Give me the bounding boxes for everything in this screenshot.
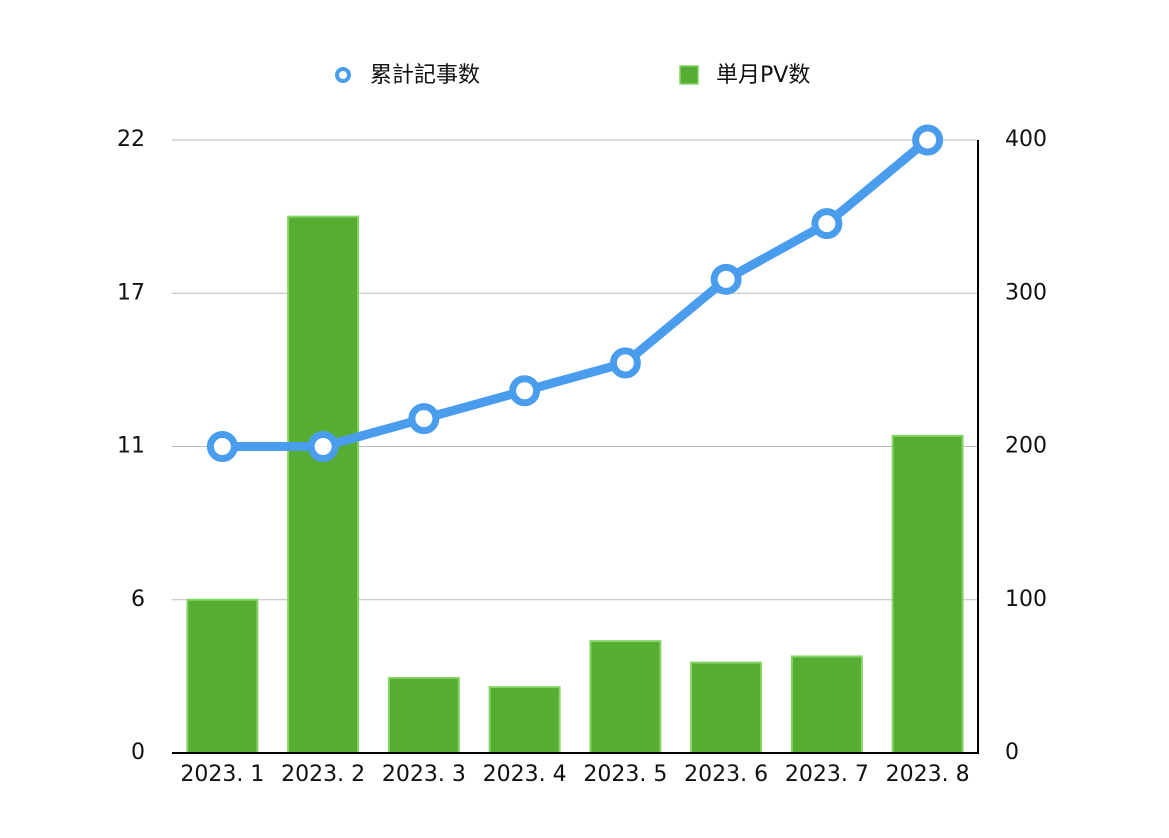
bar [186,598,259,754]
bar [387,676,460,754]
legend-marker [335,67,351,83]
line-marker [710,263,742,295]
x-tick-label: 2023. 2 [281,762,365,787]
legend-label: 累計記事数 [370,63,480,88]
line-marker [509,375,541,407]
y2-tick-label: 400 [1005,127,1047,152]
y-tick-label: 0 [131,740,145,765]
line-marker [206,431,238,462]
bar [690,661,763,755]
line-marker [307,431,339,462]
line-marker [811,208,843,240]
x-tick-label: 2023. 3 [382,762,466,787]
line-marker [408,403,440,435]
y2-tick-label: 0 [1005,740,1019,765]
x-tick-label: 2023. 6 [684,762,768,787]
y2-tick-label: 200 [1005,434,1047,459]
bar [488,686,561,754]
x-tick-label: 2023. 7 [785,762,869,787]
y2-tick-label: 300 [1005,280,1047,305]
line-marker [912,124,944,156]
line [222,136,931,451]
y-tick-label: 22 [117,127,145,152]
y-tick-label: 11 [117,434,145,459]
bar [287,215,360,754]
x-tick-label: 2023. 5 [583,762,667,787]
bar [891,434,964,754]
bar [589,640,662,754]
x-tick-label: 2023. 4 [483,762,567,787]
line-marker [609,347,641,379]
bar [790,655,863,755]
y-tick-label: 6 [131,587,145,612]
y2-tick-label: 100 [1005,587,1047,612]
x-tick-label: 2023. 8 [886,762,970,787]
y-tick-label: 17 [117,280,145,305]
legend-marker [679,65,699,85]
x-tick-label: 2023. 1 [180,762,264,787]
legend-label: 単月PV数 [716,63,810,88]
